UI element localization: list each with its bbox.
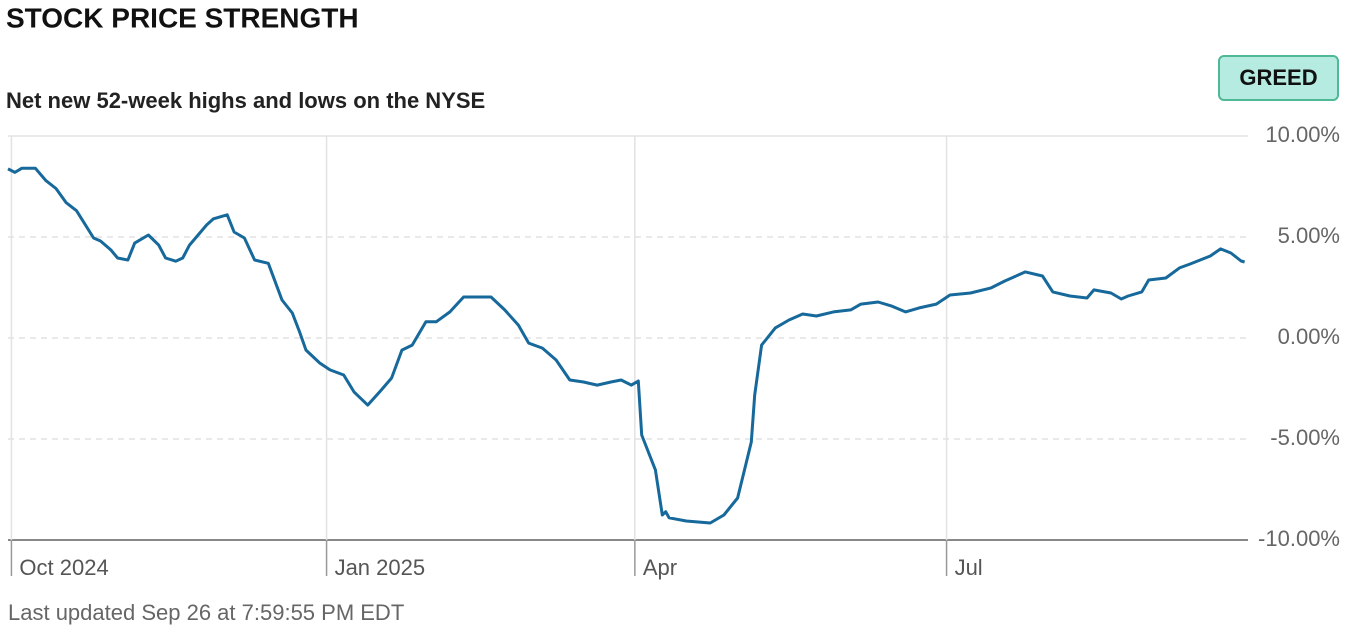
footer: Last updated Sep 26 at 7:59:55 PM EDT <box>8 600 404 625</box>
y-tick-label: -5.00% <box>1270 425 1340 450</box>
y-tick-label: -10.00% <box>1258 526 1340 551</box>
badge-box <box>1218 55 1339 101</box>
x-tick-label: Jan 2025 <box>335 555 426 580</box>
y-tick-label: 5.00% <box>1278 223 1340 248</box>
x-tick-label: Apr <box>643 555 677 580</box>
y-tick-label: 10.00% <box>1265 122 1340 147</box>
x-tick-label: Jul <box>955 555 983 580</box>
badge: GREED <box>1239 65 1317 90</box>
chart-title: STOCK PRICE STRENGTH <box>6 2 359 33</box>
data-line <box>7 166 1246 525</box>
x-tick-label: Oct 2024 <box>19 555 108 580</box>
chart-subtitle: Net new 52-week highs and lows on the NY… <box>6 88 485 113</box>
y-tick-label: 0.00% <box>1278 324 1340 349</box>
